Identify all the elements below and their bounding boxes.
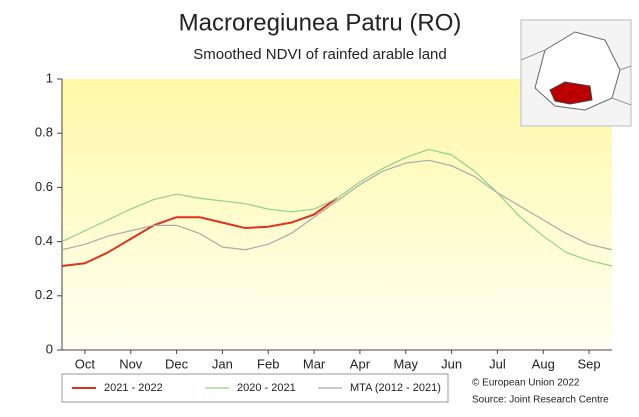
legend-label: 2021 - 2022 [104, 382, 163, 394]
x-tick-label: Apr [350, 356, 371, 371]
y-tick-label: 0.6 [35, 179, 53, 194]
x-tick-label: Sep [578, 356, 601, 371]
x-tick-label: Jun [441, 356, 462, 371]
x-tick-label: Aug [532, 356, 555, 371]
credit: Source: Joint Research Centre [472, 395, 609, 406]
x-tick-label: Dec [165, 356, 189, 371]
series-line [61, 159, 613, 251]
y-tick-label: 0.8 [35, 125, 53, 140]
y-tick-label: 0 [46, 341, 53, 356]
plot-area [62, 79, 612, 350]
x-tick-label: May [393, 356, 418, 371]
x-tick-label: Feb [257, 356, 279, 371]
legend [61, 373, 449, 403]
x-tick-label: Oct [75, 356, 96, 371]
series-line [61, 197, 338, 267]
y-tick-label: 0.4 [35, 233, 53, 248]
x-tick-label: Mar [303, 356, 326, 371]
x-tick-label: Jan [212, 356, 233, 371]
x-tick-label: Nov [119, 356, 143, 371]
y-tick-label: 0.2 [35, 287, 53, 302]
map-inset [520, 19, 632, 127]
legend-label: 2020 - 2021 [237, 382, 296, 394]
legend-label: MTA (2012 - 2021) [350, 382, 441, 394]
x-tick-label: Jul [489, 356, 506, 371]
series-line [61, 148, 613, 267]
credit: © European Union 2022 [472, 378, 580, 389]
chart-title: Macroregiunea Patru (RO) [179, 9, 462, 36]
chart-subtitle: Smoothed NDVI of rainfed arable land [193, 46, 446, 63]
y-tick-label: 1 [46, 70, 53, 85]
